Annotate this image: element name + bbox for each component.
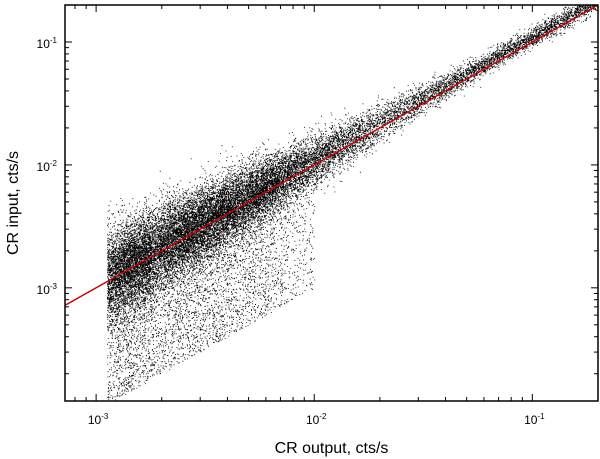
plot-frame bbox=[64, 4, 599, 402]
y-tick-label: 10-1 bbox=[37, 36, 58, 51]
scatter-points bbox=[107, 5, 598, 401]
tick-labels: 10-3 10-2 10-1 10-3 10-2 10-1 bbox=[37, 36, 546, 427]
y-axis-title: CR input, cts/s bbox=[5, 151, 22, 255]
x-tick-label: 10-2 bbox=[306, 412, 327, 427]
y-tick-label: 10-2 bbox=[37, 159, 58, 174]
fit-line-layer bbox=[65, 5, 598, 306]
x-tick-label: 10-1 bbox=[524, 412, 545, 427]
axis-ticks bbox=[65, 4, 599, 401]
scatter-point-cloud bbox=[107, 5, 598, 401]
x-axis-title: CR output, cts/s bbox=[275, 440, 389, 457]
x-tick-label: 10-3 bbox=[88, 412, 109, 427]
y-tick-label: 10-3 bbox=[37, 282, 58, 297]
fit-line bbox=[65, 5, 598, 306]
